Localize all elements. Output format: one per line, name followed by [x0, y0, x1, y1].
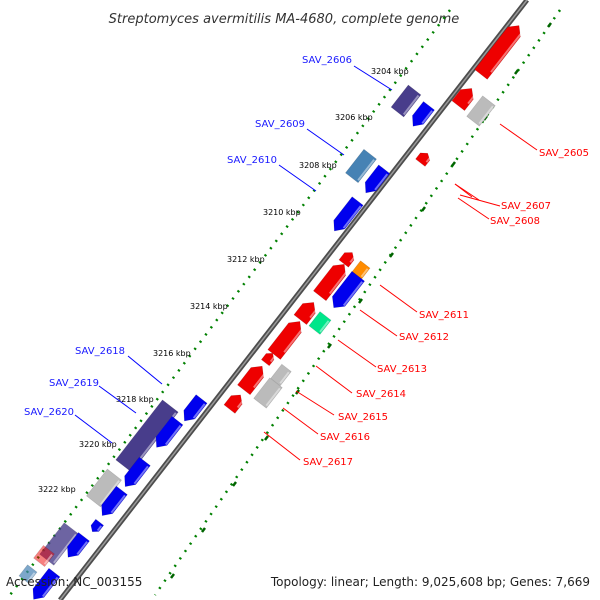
- gene-highlight: [43, 554, 53, 565]
- reverse-gene-arrow[interactable]: [223, 391, 246, 414]
- gene-highlight: [110, 494, 126, 514]
- gene-highlight: [478, 105, 494, 125]
- gene-label[interactable]: SAV_2608: [490, 216, 540, 227]
- gene-highlight: [27, 572, 36, 582]
- tick-label: 3212 kbp: [227, 255, 265, 264]
- gene-highlight: [490, 30, 524, 73]
- gene-block[interactable]: [253, 377, 283, 409]
- reverse-gene-arrow[interactable]: [237, 361, 268, 396]
- gene-highlight: [319, 320, 330, 333]
- forward-gene-arrow[interactable]: [88, 518, 105, 535]
- gene-track: [18, 21, 526, 600]
- tick-label: 3210 kbp: [263, 208, 301, 217]
- gene-highlight: [253, 371, 267, 389]
- forward-gene-arrow[interactable]: [120, 456, 151, 491]
- gene-highlight: [360, 268, 369, 278]
- tick-label: 3218 kbp: [116, 395, 154, 404]
- reverse-gene-arrow[interactable]: [415, 150, 433, 167]
- reverse-gene-arrow[interactable]: [474, 21, 526, 80]
- gene-block[interactable]: [270, 363, 292, 387]
- gene-highlight: [374, 173, 389, 191]
- tick-label: 3222 kbp: [38, 485, 76, 494]
- reverse-gene-arrow[interactable]: [33, 544, 55, 568]
- gene-label[interactable]: SAV_2607: [501, 201, 551, 212]
- gene-highlight: [53, 533, 77, 564]
- gene-highlight: [349, 256, 356, 264]
- gene-label[interactable]: SAV_2620: [24, 407, 74, 418]
- gene-labels-reverse: SAV_2605 SAV_2607 SAV_2608 SAV_2611 SAV_…: [303, 148, 589, 468]
- gene-highlight: [328, 269, 349, 295]
- reverse-gene-arrow[interactable]: [260, 350, 276, 367]
- forward-gene-arrow[interactable]: [360, 164, 391, 197]
- gene-label[interactable]: SAV_2614: [356, 389, 406, 400]
- gene-labels-forward: SAV_2606 SAV_2609 SAV_2610 SAV_2618 SAV_…: [24, 55, 352, 418]
- gene-highlight: [357, 159, 375, 181]
- gene-label[interactable]: SAV_2619: [49, 378, 99, 389]
- gene-highlight: [236, 399, 245, 409]
- gene-label[interactable]: SAV_2612: [399, 332, 449, 343]
- kbp-marks: [170, 22, 552, 579]
- gene-label[interactable]: SAV_2613: [377, 364, 427, 375]
- leader-lines: [74, 65, 538, 461]
- gene-block[interactable]: [390, 84, 422, 118]
- gene-label[interactable]: SAV_2611: [419, 310, 469, 321]
- gene-label[interactable]: SAV_2617: [303, 457, 353, 468]
- gene-highlight: [342, 281, 363, 307]
- accession-text: Accession: NC_003155: [6, 575, 142, 589]
- forward-gene-arrow[interactable]: [407, 101, 435, 130]
- gene-highlight: [309, 307, 319, 319]
- gene-highlight: [279, 371, 290, 384]
- tick-label: 3220 kbp: [79, 440, 117, 449]
- reverse-gene-arrow[interactable]: [338, 249, 357, 268]
- gene-label[interactable]: SAV_2618: [75, 346, 125, 357]
- gene-block[interactable]: [18, 564, 38, 584]
- gene-label[interactable]: SAV_2610: [227, 155, 277, 166]
- gene-highlight: [265, 387, 281, 407]
- gene-highlight: [269, 356, 276, 363]
- gene-highlight: [76, 541, 88, 555]
- forward-gene-arrow[interactable]: [97, 485, 128, 520]
- gene-highlight: [421, 110, 433, 124]
- gene-block[interactable]: [345, 148, 377, 184]
- gene-highlight: [283, 326, 305, 353]
- tick-label: 3204 kbp: [371, 67, 409, 76]
- gene-block[interactable]: [115, 399, 179, 473]
- reverse-gene-arrow[interactable]: [293, 297, 320, 326]
- forward-gene-arrow[interactable]: [329, 196, 364, 236]
- gene-highlight: [165, 424, 182, 446]
- gene-highlight: [133, 465, 149, 485]
- tick-label: 3206 kbp: [335, 113, 373, 122]
- tick-label: 3216 kbp: [153, 349, 191, 358]
- gene-label[interactable]: SAV_2606: [302, 55, 352, 66]
- gene-highlight: [467, 93, 477, 105]
- gene-highlight: [425, 156, 431, 163]
- tick-label: 3214 kbp: [190, 302, 228, 311]
- forward-gene-arrow[interactable]: [179, 394, 208, 426]
- forward-gene-arrow[interactable]: [28, 567, 61, 600]
- gene-highlight: [402, 94, 420, 116]
- map-title: Streptomyces avermitilis MA-4680, comple…: [109, 12, 460, 27]
- gene-label[interactable]: SAV_2609: [255, 119, 305, 130]
- gene-block[interactable]: [308, 311, 332, 335]
- gene-highlight: [192, 403, 206, 419]
- genome-summary: Topology: linear; Length: 9,025,608 bp; …: [270, 575, 590, 589]
- forward-gene-arrow[interactable]: [62, 532, 90, 561]
- gene-highlight: [42, 576, 59, 598]
- reverse-gene-arrow[interactable]: [451, 83, 478, 112]
- forward-gene-arrow[interactable]: [151, 415, 184, 451]
- gene-highlight: [99, 480, 120, 506]
- gene-highlight: [342, 205, 362, 229]
- tick-label: 3208 kbp: [299, 161, 337, 170]
- gene-block[interactable]: [466, 95, 496, 127]
- gene-label[interactable]: SAV_2605: [539, 148, 589, 159]
- reverse-gene-arrow[interactable]: [312, 259, 350, 302]
- dotted-tracks: [9, 9, 562, 596]
- gene-label[interactable]: SAV_2615: [338, 412, 388, 423]
- tick-labels: 3204 kbp 3206 kbp 3208 kbp 3210 kbp 3212…: [38, 67, 409, 494]
- gene-highlight: [96, 525, 103, 532]
- gene-label[interactable]: SAV_2616: [320, 432, 370, 443]
- reverse-gene-arrow[interactable]: [267, 317, 306, 360]
- forward-gene-arrow[interactable]: [327, 270, 366, 312]
